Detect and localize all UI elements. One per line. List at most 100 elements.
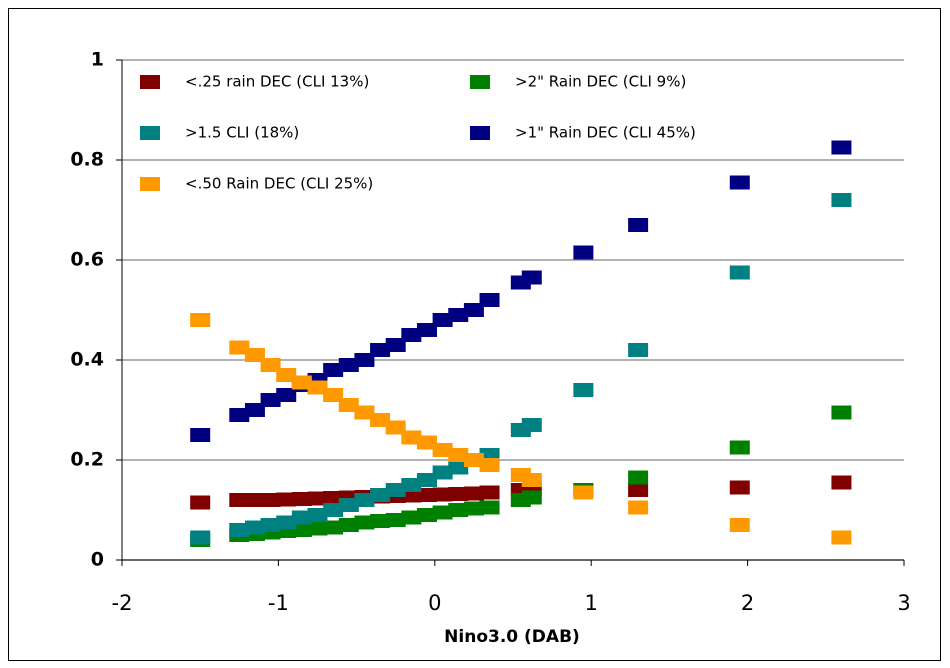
- marker: [229, 523, 250, 537]
- marker: [479, 293, 500, 307]
- marker: [323, 520, 344, 535]
- marker: [401, 510, 422, 525]
- marker: [385, 338, 406, 352]
- marker: [432, 487, 453, 502]
- marker: [229, 340, 250, 355]
- legend-swatch: [140, 126, 160, 140]
- x-tick-label: 1: [585, 591, 598, 615]
- marker: [479, 500, 500, 515]
- marker: [190, 495, 211, 510]
- marker: [416, 488, 437, 502]
- marker: [463, 501, 484, 516]
- marker: [401, 478, 422, 492]
- marker: [307, 508, 328, 522]
- marker: [729, 518, 750, 532]
- marker: [521, 490, 542, 505]
- marker: [628, 483, 649, 497]
- marker: [190, 428, 211, 442]
- marker: [729, 480, 750, 495]
- marker: [276, 492, 297, 507]
- marker: [521, 418, 542, 432]
- marker: [244, 520, 265, 535]
- marker: [416, 473, 437, 487]
- marker: [338, 358, 359, 372]
- marker: [370, 488, 391, 502]
- marker: [401, 430, 422, 445]
- y-tick-label: 0.8: [70, 149, 104, 171]
- legend-label: >1.5 CLI (18%): [185, 124, 299, 142]
- marker: [448, 487, 469, 501]
- marker: [479, 458, 500, 472]
- marker: [244, 348, 265, 362]
- marker: [291, 523, 312, 537]
- marker: [521, 473, 542, 487]
- marker: [385, 483, 406, 497]
- marker: [831, 530, 852, 545]
- marker: [323, 503, 344, 517]
- marker: [291, 510, 312, 525]
- x-axis-label: Nino3.0 (DAB): [444, 627, 580, 647]
- marker: [628, 343, 649, 357]
- marker: [831, 140, 852, 155]
- marker: [432, 443, 453, 457]
- x-tick-label: 0: [428, 591, 441, 615]
- marker: [463, 453, 484, 467]
- legend-swatch: [470, 75, 490, 89]
- marker: [229, 408, 250, 422]
- marker: [831, 405, 852, 420]
- x-tick-label: 3: [897, 591, 910, 615]
- marker: [448, 460, 469, 475]
- marker: [244, 493, 265, 507]
- marker: [276, 388, 297, 402]
- marker: [323, 491, 344, 505]
- marker: [729, 175, 750, 190]
- legend-label: >1" Rain DEC (CLI 45%): [515, 124, 696, 142]
- legend-label: <.50 Rain DEC (CLI 25%): [185, 175, 373, 193]
- marker: [338, 518, 359, 532]
- x-tick-label: 2: [741, 591, 754, 615]
- marker: [573, 383, 594, 397]
- marker: [307, 521, 328, 536]
- frame: [8, 8, 941, 661]
- marker: [831, 475, 852, 490]
- marker: [416, 435, 437, 450]
- y-tick-label: 0.4: [70, 349, 104, 371]
- marker: [479, 485, 500, 500]
- marker: [831, 193, 852, 207]
- marker: [573, 485, 594, 500]
- marker: [432, 313, 453, 327]
- marker: [190, 313, 211, 327]
- marker: [276, 368, 297, 382]
- marker: [448, 503, 469, 517]
- y-tick-label: 0: [91, 549, 104, 571]
- marker: [260, 518, 281, 532]
- marker: [323, 363, 344, 377]
- marker: [370, 514, 391, 528]
- marker: [521, 270, 542, 285]
- legend-label: <.25 rain DEC (CLI 13%): [185, 73, 369, 91]
- marker: [573, 245, 594, 260]
- marker: [401, 328, 422, 342]
- legend-swatch: [470, 126, 490, 140]
- marker: [260, 493, 281, 507]
- marker: [291, 492, 312, 506]
- marker: [244, 403, 265, 417]
- y-tick-label: 0.6: [70, 249, 104, 271]
- legend-label: >2" Rain DEC (CLI 9%): [515, 73, 686, 91]
- marker: [448, 308, 469, 322]
- marker: [370, 343, 391, 357]
- marker: [432, 505, 453, 520]
- x-tick-label: -2: [112, 591, 133, 615]
- marker: [354, 405, 375, 420]
- marker: [307, 491, 328, 506]
- marker: [385, 513, 406, 527]
- marker: [416, 323, 437, 337]
- marker: [370, 413, 391, 427]
- marker: [385, 420, 406, 435]
- marker: [416, 508, 437, 522]
- marker: [260, 393, 281, 407]
- marker: [628, 500, 649, 515]
- x-tick-label: -1: [268, 591, 289, 615]
- marker: [463, 303, 484, 317]
- marker: [323, 388, 344, 402]
